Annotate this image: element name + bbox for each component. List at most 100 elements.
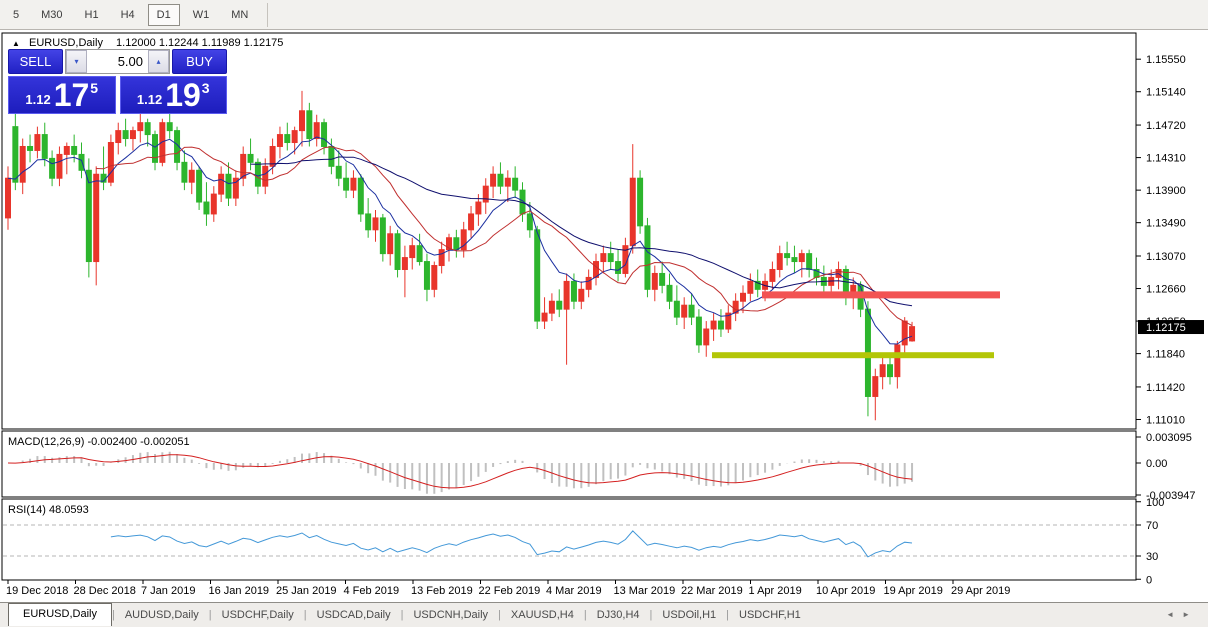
candle-body bbox=[497, 173, 504, 187]
volume-decrease-button[interactable]: ▾ bbox=[66, 50, 87, 73]
moving-average-13 bbox=[96, 146, 913, 326]
date-axis-label: 28 Dec 2018 bbox=[74, 585, 136, 597]
candle-body bbox=[85, 169, 92, 263]
volume-increase-button[interactable]: ▴ bbox=[148, 50, 169, 73]
date-axis-label: 4 Feb 2019 bbox=[344, 585, 400, 597]
chart-tab-usdcaddaily[interactable]: USDCAD,Daily bbox=[316, 609, 391, 621]
buy-button[interactable]: BUY bbox=[172, 49, 227, 74]
symbol-period-label: EURUSD,Daily bbox=[28, 37, 103, 49]
chart-tab-usdcnhdaily[interactable]: USDCNH,Daily bbox=[413, 609, 489, 621]
date-axis-label: 19 Dec 2018 bbox=[6, 585, 68, 597]
candle-body bbox=[240, 153, 247, 179]
candle-body bbox=[615, 261, 622, 274]
chart-canvas[interactable]: 1.15550 1.15140 1.14720 1.14310 1.13900 1.134… bbox=[0, 0, 1208, 602]
sell-price-big: 17 bbox=[53, 77, 90, 113]
candle-body bbox=[379, 217, 386, 255]
candle-body bbox=[563, 280, 570, 310]
date-axis-label: 16 Jan 2019 bbox=[209, 585, 270, 597]
candle-body bbox=[769, 268, 776, 282]
moving-average-34 bbox=[250, 156, 913, 307]
timeframe-button-h4[interactable]: H4 bbox=[120, 8, 135, 21]
timeframe-button-5[interactable]: 5 bbox=[13, 8, 20, 21]
candle-body bbox=[78, 153, 85, 171]
candle-body bbox=[284, 134, 291, 144]
chart-tab-dj30h4[interactable]: DJ30,H4 bbox=[596, 609, 640, 621]
candle-body bbox=[901, 320, 908, 346]
chart-tab-usdchfh1[interactable]: USDCHF,H1 bbox=[739, 609, 801, 621]
candle-body bbox=[872, 376, 879, 397]
sell-price-tile[interactable]: 1.12 17 5 bbox=[8, 76, 116, 114]
date-axis-label: 13 Mar 2019 bbox=[614, 585, 676, 597]
candle-body bbox=[210, 193, 217, 215]
buy-price-tile[interactable]: 1.12 19 3 bbox=[119, 76, 227, 114]
rsi-axis-label: 100 bbox=[1146, 497, 1164, 509]
candle-body bbox=[629, 177, 636, 247]
candle-body bbox=[41, 134, 48, 159]
chart-tab-audusddaily[interactable]: AUDUSD,Daily bbox=[124, 609, 199, 621]
volume-input[interactable]: 5.00 bbox=[87, 50, 148, 73]
timeframe-button-m30[interactable]: M30 bbox=[41, 8, 63, 21]
ohlc-values: 1.12000 1.12244 1.11989 1.12175 bbox=[116, 37, 284, 49]
candle-body bbox=[291, 130, 298, 144]
tab-separator: | bbox=[498, 609, 501, 621]
chart-tab-eurusddaily[interactable]: EURUSD,Daily bbox=[8, 602, 112, 626]
macd-signal-line bbox=[7, 454, 913, 489]
candle-body bbox=[725, 312, 732, 330]
price-axis-label: 1.14310 bbox=[1146, 153, 1186, 165]
support-line[interactable] bbox=[712, 352, 994, 359]
candles-layer bbox=[5, 90, 1000, 421]
tab-separator: | bbox=[583, 609, 587, 621]
timeframe-button-w1[interactable]: W1 bbox=[192, 8, 210, 21]
candle-body bbox=[681, 304, 688, 318]
candle-body bbox=[894, 344, 901, 378]
tab-separator: | bbox=[726, 609, 730, 621]
candle-body bbox=[659, 272, 666, 286]
date-axis-label: 25 Jan 2019 bbox=[276, 585, 337, 597]
candle-body bbox=[129, 130, 136, 140]
chart-tab-xauusdh4[interactable]: XAUUSD,H4 bbox=[510, 609, 574, 621]
candle-body bbox=[115, 130, 122, 144]
chart-tab-usdchfdaily[interactable]: USDCHF,Daily bbox=[221, 609, 294, 621]
toolbar-separator bbox=[267, 2, 269, 27]
candle-body bbox=[181, 161, 188, 183]
tab-scroll-left-icon[interactable]: ◄ bbox=[1166, 610, 1183, 619]
one-click-trade-panel: SELL ▾ 5.00 ▴ BUY 1.12 17 5 1.12 19 3 bbox=[8, 49, 227, 114]
candle-body bbox=[262, 165, 269, 187]
candle-body bbox=[321, 122, 328, 147]
tab-scroll-right-icon[interactable]: ► bbox=[1182, 610, 1198, 619]
volume-stepper: ▾ 5.00 ▴ bbox=[65, 49, 170, 74]
candle-body bbox=[798, 253, 805, 263]
buy-price-sup: 3 bbox=[201, 80, 210, 96]
tab-scroll-arrows[interactable]: ◄► bbox=[1166, 610, 1198, 619]
candle-body bbox=[188, 169, 195, 183]
sell-button[interactable]: SELL bbox=[8, 49, 63, 74]
candle-body bbox=[541, 312, 548, 322]
candle-body bbox=[423, 261, 430, 290]
date-axis-label: 29 Apr 2019 bbox=[951, 585, 1010, 597]
sell-price-prefix: 1.12 bbox=[25, 92, 51, 107]
candle-body bbox=[34, 134, 41, 151]
candle-body bbox=[740, 292, 746, 302]
price-axis-label: 1.11840 bbox=[1146, 349, 1185, 361]
rsi-panel[interactable] bbox=[1, 498, 1137, 581]
candle-body bbox=[137, 122, 144, 132]
timeframe-button-mn[interactable]: MN bbox=[231, 8, 249, 21]
candle-body bbox=[394, 233, 401, 270]
candle-body bbox=[313, 122, 320, 140]
chart-tab-usdoilh1[interactable]: USDOil,H1 bbox=[662, 609, 717, 621]
candle-body bbox=[446, 237, 452, 251]
current-price-label: 1.12175 bbox=[1146, 322, 1186, 334]
tab-separator: | bbox=[303, 609, 307, 621]
candle-body bbox=[570, 280, 577, 302]
resistance-line[interactable] bbox=[762, 291, 1000, 299]
candle-body bbox=[306, 110, 313, 140]
timeframe-button-d1[interactable]: D1 bbox=[147, 3, 180, 26]
macd-panel[interactable] bbox=[1, 430, 1137, 498]
date-axis-label: 7 Jan 2019 bbox=[141, 585, 195, 597]
candle-body bbox=[166, 122, 173, 132]
timeframe-button-h1[interactable]: H1 bbox=[84, 8, 99, 21]
collapse-triangle-icon[interactable]: ▲ bbox=[12, 39, 20, 48]
candle-body bbox=[122, 130, 129, 140]
candle-body bbox=[637, 177, 644, 227]
tab-separator: | bbox=[208, 609, 212, 621]
